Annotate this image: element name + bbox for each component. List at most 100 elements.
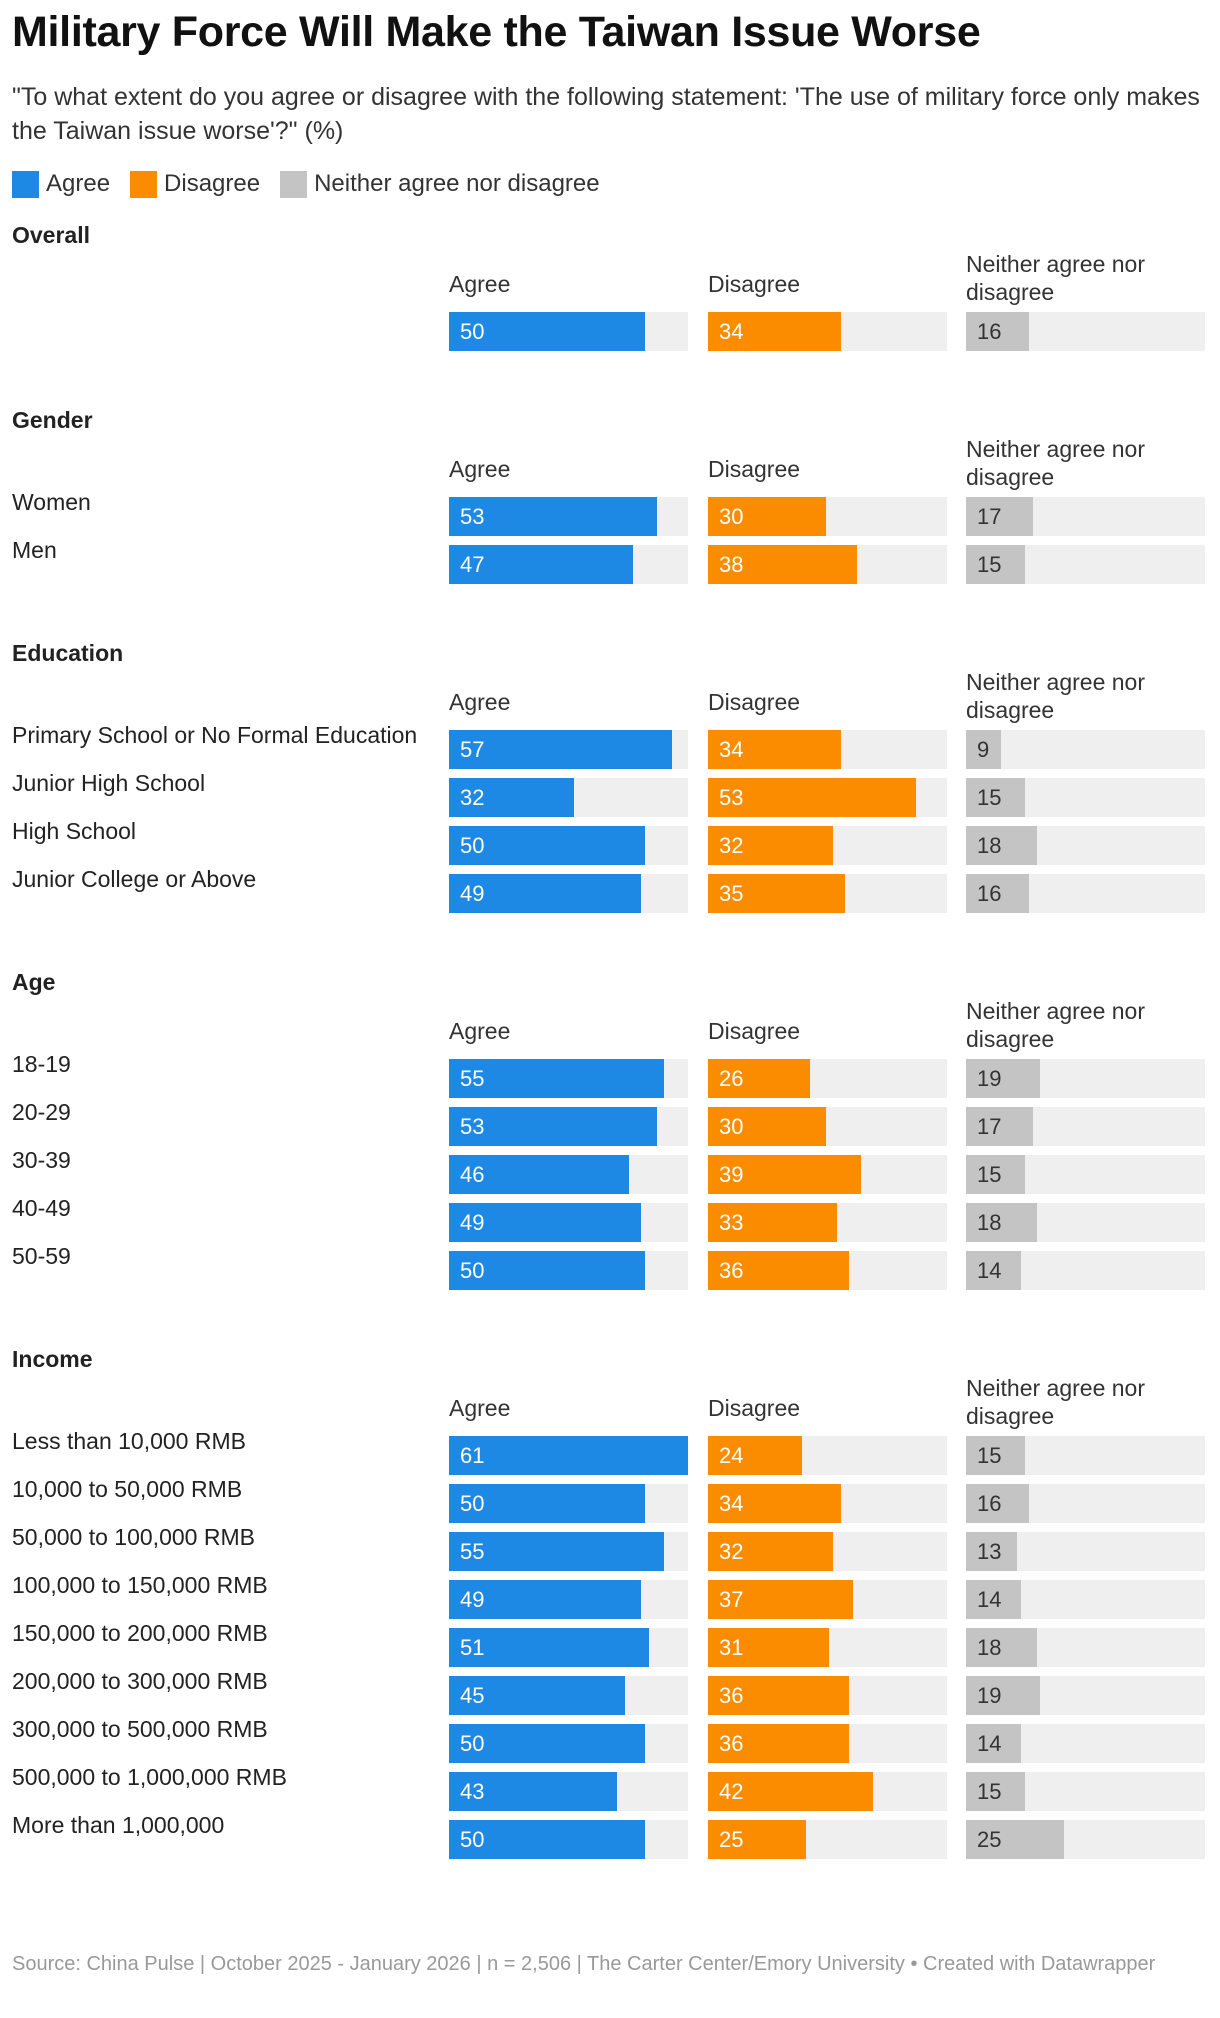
bar-track: 50 (449, 312, 688, 351)
data-label: 18 (977, 1635, 1002, 1660)
row-label: Men (12, 537, 57, 563)
bar-agree (449, 778, 575, 817)
bar-track: 61 (449, 1436, 688, 1475)
bar-neither-agree-nor-disagree (966, 1484, 1029, 1523)
bar-track: 31 (708, 1628, 947, 1667)
column-header-neither-agree-nor-disagree: Neither agree nor disagree (966, 998, 1145, 1052)
data-label: 16 (977, 881, 1002, 906)
data-label: 26 (719, 1066, 744, 1091)
bar-track: 57 (449, 730, 688, 769)
data-label: 25 (977, 1827, 1002, 1852)
data-label: 13 (977, 1539, 1002, 1564)
row-label: 150,000 to 200,000 RMB (12, 1620, 268, 1646)
data-label: 47 (460, 552, 485, 577)
bar-track: 33 (708, 1203, 947, 1242)
bar-track: 15 (966, 545, 1205, 584)
column-header-agree: Agree (449, 1395, 511, 1421)
data-label: 53 (719, 785, 744, 810)
row-label: 100,000 to 150,000 RMB (12, 1572, 268, 1598)
bar-agree (449, 1532, 665, 1571)
bar-disagree (708, 826, 834, 865)
row-label: Primary School or No Formal Education (12, 722, 418, 748)
bar-track: 9 (966, 730, 1205, 769)
column-header-neither-agree-nor-disagree: Neither agree nor disagree (966, 1375, 1145, 1429)
legend-item-disagree: Disagree (130, 170, 260, 198)
data-label: 32 (719, 833, 744, 858)
section-title-age: Age (12, 969, 56, 995)
bar-track: 50 (449, 1724, 688, 1763)
bar-track: 19 (966, 1059, 1205, 1098)
data-label: 49 (460, 1210, 485, 1235)
data-label: 49 (460, 1587, 485, 1612)
bar-agree (449, 1203, 641, 1242)
bar-track: 17 (966, 497, 1205, 536)
bar-track: 18 (966, 826, 1205, 865)
bar-neither-agree-nor-disagree (966, 1436, 1025, 1475)
data-label: 50 (460, 1827, 485, 1852)
legend-swatch-agree (12, 170, 39, 198)
chart-title: Military Force Will Make the Taiwan Issu… (12, 8, 981, 56)
bar-track: 49 (449, 1203, 688, 1242)
bar-track: 53 (449, 1107, 688, 1146)
data-label: 34 (719, 737, 744, 762)
data-label: 18 (977, 833, 1002, 858)
bar-agree (449, 1580, 641, 1619)
row-label: 300,000 to 500,000 RMB (12, 1716, 268, 1742)
bar-track: 50 (449, 1820, 688, 1859)
bar-track: 18 (966, 1203, 1205, 1242)
data-label: 15 (977, 1162, 1002, 1187)
bar-neither-agree-nor-disagree (966, 778, 1025, 817)
bar-track: 42 (708, 1772, 947, 1811)
data-label: 30 (719, 504, 744, 529)
bar-disagree (708, 1107, 826, 1146)
column-header-neither-agree-nor-disagree: Neither agree nor disagree (966, 251, 1145, 305)
bar-agree (449, 1107, 657, 1146)
bar-neither-agree-nor-disagree (966, 1580, 1021, 1619)
row-label: Less than 10,000 RMB (12, 1428, 246, 1454)
data-label: 55 (460, 1539, 485, 1564)
legend-label-disagree: Disagree (164, 170, 261, 197)
row-label: 30-39 (12, 1147, 71, 1173)
bar-track: 30 (708, 497, 947, 536)
bar-neither-agree-nor-disagree (966, 730, 1002, 769)
bar-agree (449, 874, 641, 913)
data-label: 31 (719, 1635, 744, 1660)
bar-agree (449, 1772, 618, 1811)
row-label: High School (12, 818, 137, 844)
bar-track: 18 (966, 1628, 1205, 1667)
bar-disagree (708, 1155, 861, 1194)
bar-disagree (708, 778, 916, 817)
bar-agree (449, 312, 645, 351)
bar-track: 39 (708, 1155, 947, 1194)
data-label: 51 (460, 1635, 485, 1660)
bar-track: 34 (708, 312, 947, 351)
bar-track: 50 (449, 1251, 688, 1290)
bar-track: 36 (708, 1724, 947, 1763)
data-label: 49 (460, 881, 485, 906)
bar-disagree (708, 1484, 842, 1523)
data-label: 17 (977, 504, 1002, 529)
bar-track: 51 (449, 1628, 688, 1667)
bar-agree (449, 1436, 688, 1475)
bar-agree (449, 1251, 645, 1290)
data-label: 33 (719, 1210, 744, 1235)
data-label: 45 (460, 1683, 485, 1708)
row-label: Women (12, 489, 91, 515)
row-label: 20-29 (12, 1099, 71, 1125)
bar-track: 15 (966, 1436, 1205, 1475)
bar-neither-agree-nor-disagree (966, 1059, 1041, 1098)
bar-disagree (708, 874, 846, 913)
bar-track: 32 (708, 1532, 947, 1571)
bar-track: 24 (708, 1436, 947, 1475)
bar-disagree (708, 1676, 850, 1715)
bar-agree (449, 1155, 630, 1194)
bar-neither-agree-nor-disagree (966, 826, 1037, 865)
data-label: 32 (719, 1539, 744, 1564)
section-title-education: Education (12, 640, 124, 666)
bar-track: 37 (708, 1580, 947, 1619)
bar-track: 53 (449, 497, 688, 536)
bar-track: 45 (449, 1676, 688, 1715)
bar-track: 32 (708, 826, 947, 865)
bar-neither-agree-nor-disagree (966, 1107, 1033, 1146)
bar-track: 49 (449, 874, 688, 913)
